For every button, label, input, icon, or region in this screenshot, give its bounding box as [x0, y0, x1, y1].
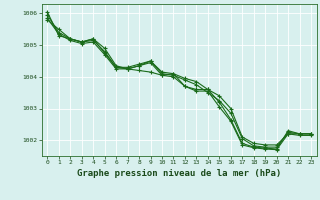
X-axis label: Graphe pression niveau de la mer (hPa): Graphe pression niveau de la mer (hPa): [77, 169, 281, 178]
